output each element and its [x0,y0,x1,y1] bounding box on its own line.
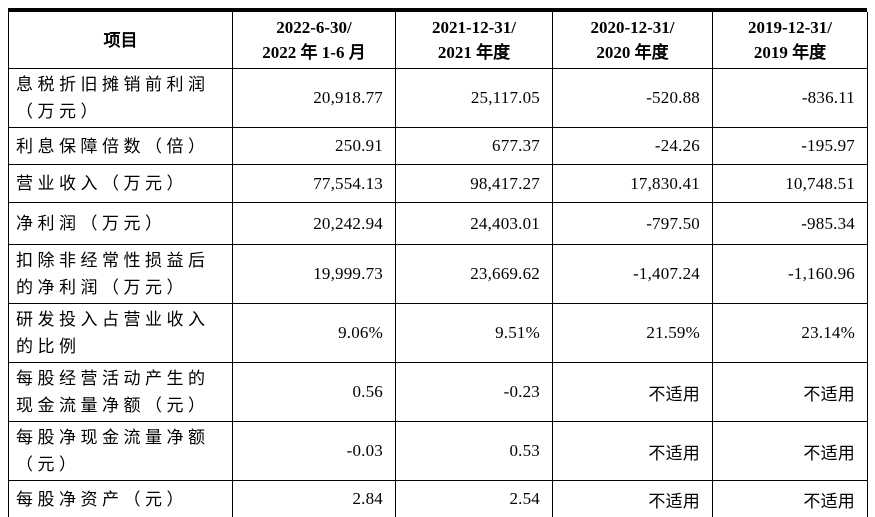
row-label: 息税折旧摊销前利润（万元） [8,68,233,128]
cell-value: 0.56 [232,362,396,422]
row-label: 营业收入（万元） [8,164,233,203]
cell-value: 不适用 [712,362,868,422]
cell-value: 23,669.62 [395,244,553,304]
cell-value: 24,403.01 [395,202,553,245]
column-header-item-label: 项目 [103,30,138,50]
table-row: 净利润（万元） 20,242.94 24,403.01 -797.50 -985.34 [8,202,868,245]
cell-value: -0.03 [232,421,396,481]
table-row: 利息保障倍数（倍） 250.91 677.37 -24.26 -195.97 [8,127,868,165]
row-label: 每股净现金流量净额（元） [8,421,233,481]
table-body: 息税折旧摊销前利润（万元） 20,918.77 25,117.05 -520.88 -8… [8,68,868,517]
cell-value: 20,918.77 [232,68,396,128]
cell-value: 不适用 [712,421,868,481]
cell-value: 不适用 [552,421,713,481]
table-row: 每股经营活动产生的现金流量净额（元） 0.56 -0.23 不适用 不适用 [8,362,868,422]
cell-value: -24.26 [552,127,713,165]
cell-value: 不适用 [552,362,713,422]
cell-value: -836.11 [712,68,868,128]
column-header-period-2020: 2020-12-31/ 2020 年度 [552,12,713,69]
row-label: 每股净资产（元） [8,480,233,517]
row-label: 研发投入占营业收入的比例 [8,303,233,363]
row-label: 利息保障倍数（倍） [8,127,233,165]
cell-value: 21.59% [552,303,713,363]
column-header-period-2019: 2019-12-31/ 2019 年度 [712,12,868,69]
cell-value: 677.37 [395,127,553,165]
row-label: 每股经营活动产生的现金流量净额（元） [8,362,233,422]
column-header-period-2022: 2022-6-30/ 2022 年 1-6 月 [232,12,396,69]
cell-value: 2.84 [232,480,396,517]
cell-value: 19,999.73 [232,244,396,304]
cell-value: 9.06% [232,303,396,363]
cell-value: 17,830.41 [552,164,713,203]
header-row: 项目 2022-6-30/ 2022 年 1-6 月 2021-12-31/ 2… [8,12,868,69]
table-row: 营业收入（万元） 77,554.13 98,417.27 17,830.41 10,74… [8,164,868,203]
cell-value: -1,407.24 [552,244,713,304]
cell-value: -520.88 [552,68,713,128]
cell-value: -797.50 [552,202,713,245]
column-header-period-2021: 2021-12-31/ 2021 年度 [395,12,553,69]
financial-indicators-table: 项目 2022-6-30/ 2022 年 1-6 月 2021-12-31/ 2… [8,12,868,517]
table-row: 扣除非经常性损益后的净利润（万元） 19,999.73 23,669.62 -1,40… [8,244,868,304]
table-header: 项目 2022-6-30/ 2022 年 1-6 月 2021-12-31/ 2… [8,12,868,69]
table-row: 每股净现金流量净额（元） -0.03 0.53 不适用 不适用 [8,421,868,481]
cell-value: 9.51% [395,303,553,363]
row-label: 扣除非经常性损益后的净利润（万元） [8,244,233,304]
cell-value: 不适用 [552,480,713,517]
cell-value: 23.14% [712,303,868,363]
cell-value: 0.53 [395,421,553,481]
cell-value: 10,748.51 [712,164,868,203]
cell-value: 98,417.27 [395,164,553,203]
table-row: 每股净资产（元） 2.84 2.54 不适用 不适用 [8,480,868,517]
cell-value: -195.97 [712,127,868,165]
cell-value: 77,554.13 [232,164,396,203]
cell-value: -0.23 [395,362,553,422]
cell-value: 2.54 [395,480,553,517]
cell-value: -1,160.96 [712,244,868,304]
cell-value: 20,242.94 [232,202,396,245]
table-row: 研发投入占营业收入的比例 9.06% 9.51% 21.59% 23.14% [8,303,868,363]
cell-value: 不适用 [712,480,868,517]
table-row: 息税折旧摊销前利润（万元） 20,918.77 25,117.05 -520.88 -8… [8,68,868,128]
row-label: 净利润（万元） [8,202,233,245]
cell-value: 250.91 [232,127,396,165]
cell-value: 25,117.05 [395,68,553,128]
financial-table-container: 项目 2022-6-30/ 2022 年 1-6 月 2021-12-31/ 2… [8,8,868,517]
cell-value: -985.34 [712,202,868,245]
column-header-item: 项目 [8,12,233,69]
